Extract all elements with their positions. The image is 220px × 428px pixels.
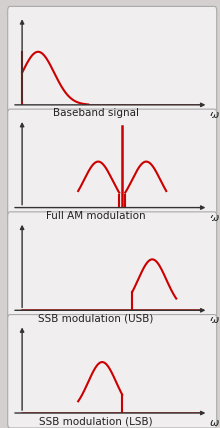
Text: $\omega$: $\omega$ [209, 418, 220, 428]
Text: $\omega$: $\omega$ [209, 213, 220, 223]
Text: Full AM modulation: Full AM modulation [46, 211, 146, 221]
Text: Baseband signal: Baseband signal [53, 108, 139, 118]
Text: $\omega$: $\omega$ [209, 110, 220, 120]
Text: $\omega$: $\omega$ [209, 315, 220, 325]
Text: SSB modulation (USB): SSB modulation (USB) [38, 314, 154, 324]
Text: SSB modulation (LSB): SSB modulation (LSB) [39, 416, 153, 426]
